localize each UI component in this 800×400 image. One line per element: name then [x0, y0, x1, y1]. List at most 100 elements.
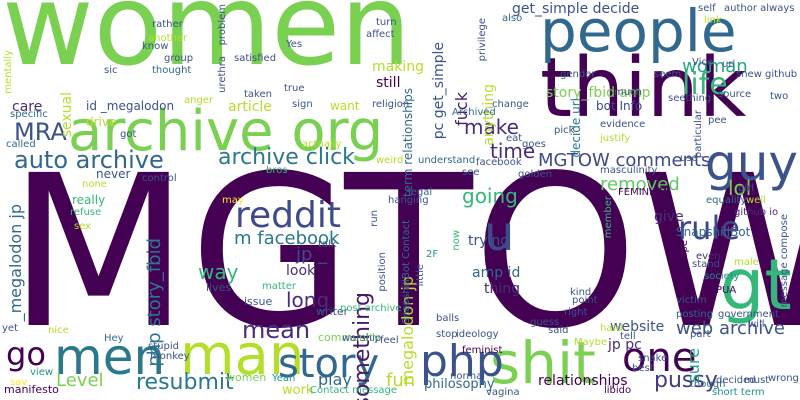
cloud-word: nice — [48, 325, 69, 336]
cloud-word: control — [142, 173, 177, 184]
cloud-word: even — [696, 251, 721, 262]
cloud-word: thought — [152, 65, 192, 76]
cloud-word: male — [734, 257, 759, 268]
cloud-word: may — [222, 195, 244, 206]
cloud-word: SnapshillBot — [676, 225, 751, 239]
cloud-word: Contact message — [310, 385, 398, 396]
cloud-word: another — [148, 33, 188, 44]
cloud-word: _megalodon jp — [6, 204, 25, 322]
cloud-word: sex — [74, 221, 92, 232]
cloud-word: pussy — [654, 368, 718, 393]
cloud-word: got — [120, 129, 137, 140]
cloud-word: position — [377, 252, 388, 292]
cloud-word: seething — [668, 93, 712, 104]
cloud-word: tell — [620, 331, 636, 342]
cloud-word: Vice — [692, 57, 714, 68]
cloud-word: feel — [380, 335, 399, 346]
cloud-word: removed — [600, 174, 680, 195]
cloud-word: satisfied — [234, 53, 277, 64]
cloud-word: thing — [484, 281, 521, 297]
cloud-word: philosophy — [424, 377, 495, 392]
cloud-word: though — [690, 379, 726, 390]
cloud-word: group — [164, 53, 194, 64]
cloud-word: posting — [676, 309, 714, 320]
cloud-word: privilege — [477, 18, 488, 62]
cloud-word: also — [502, 13, 523, 24]
cloud-word: anger — [184, 95, 214, 106]
cloud-word: woman — [682, 56, 748, 77]
cloud-word: stop — [436, 329, 458, 340]
cloud-word: url — [722, 59, 736, 70]
cloud-word: Yeah — [272, 373, 296, 384]
cloud-word: legal — [408, 187, 433, 198]
cloud-word: trying — [468, 233, 510, 249]
cloud-word: particular — [693, 110, 704, 159]
cloud-word: snew github — [736, 69, 798, 80]
cloud-word: justify — [600, 133, 631, 144]
cloud-word: feminist — [462, 345, 503, 356]
cloud-word: php — [420, 336, 504, 387]
cloud-word: issue — [244, 295, 273, 308]
cloud-word: specific — [10, 109, 48, 120]
cloud-word: decided — [716, 375, 756, 386]
cloud-word: gt — [720, 244, 792, 326]
cloud-word: really — [72, 193, 106, 207]
cloud-word: bot Info — [596, 99, 643, 113]
cloud-word: work — [282, 383, 314, 398]
cloud-word: web archive — [676, 318, 786, 339]
cloud-word: sign — [292, 99, 313, 110]
cloud-word: one — [622, 335, 697, 381]
cloud-word: source — [718, 89, 752, 100]
cloud-word: masculinity — [600, 165, 658, 176]
cloud-word: equality — [706, 195, 747, 206]
cloud-word: much — [614, 87, 642, 98]
cloud-word: evidence — [600, 119, 646, 130]
cloud-word: care — [12, 99, 43, 115]
cloud-word: none — [82, 179, 107, 190]
cloud-word: government — [718, 309, 779, 320]
cloud-word: part — [690, 329, 711, 340]
cloud-word: life — [682, 67, 728, 102]
cloud-word: facebook — [476, 157, 522, 168]
cloud-word: taken — [244, 89, 272, 100]
cloud-word: talk — [318, 239, 337, 250]
cloud-word: balls — [436, 313, 460, 324]
cloud-word: MGTOW — [8, 130, 800, 375]
cloud-word: website — [610, 319, 665, 335]
cloud-word: id _megalodon — [86, 99, 175, 113]
cloud-word: true — [284, 83, 305, 94]
cloud-word: hard — [600, 323, 623, 334]
cloud-word: still — [376, 75, 401, 91]
cloud-word: Hey — [104, 333, 124, 344]
cloud-word: little — [415, 264, 426, 287]
cloud-word: two — [770, 91, 789, 102]
cloud-word: now — [451, 230, 462, 251]
cloud-word: MRA — [14, 118, 67, 146]
cloud-word: Yes — [286, 39, 303, 50]
cloud-word: point — [572, 295, 598, 306]
cloud-word: time — [490, 139, 536, 163]
cloud-word: society — [704, 271, 740, 282]
cloud-word: pc get_simple — [431, 42, 447, 140]
cloud-word: worship — [342, 333, 382, 344]
cloud-word: seem — [654, 69, 682, 80]
cloud-word: sic — [104, 65, 118, 76]
cloud-word: wrong — [768, 373, 799, 384]
cloud-word: Archived — [452, 107, 496, 118]
cloud-word: lol — [728, 176, 752, 200]
cloud-word: eat — [506, 133, 523, 144]
cloud-word: story — [278, 341, 380, 387]
cloud-word: lives — [206, 281, 232, 294]
cloud-word: monkey — [150, 351, 190, 362]
cloud-word: self — [698, 3, 716, 14]
cloud-word: hanging — [388, 195, 429, 206]
cloud-word: understand — [418, 155, 476, 166]
cloud-word: women — [226, 371, 267, 384]
cloud-word: men — [54, 328, 166, 386]
cloud-word: normal — [450, 371, 486, 382]
cloud-word: bros — [266, 165, 288, 176]
cloud-word: women — [2, 0, 412, 91]
cloud-word: stupid — [148, 341, 179, 352]
cloud-word: community — [318, 331, 381, 344]
